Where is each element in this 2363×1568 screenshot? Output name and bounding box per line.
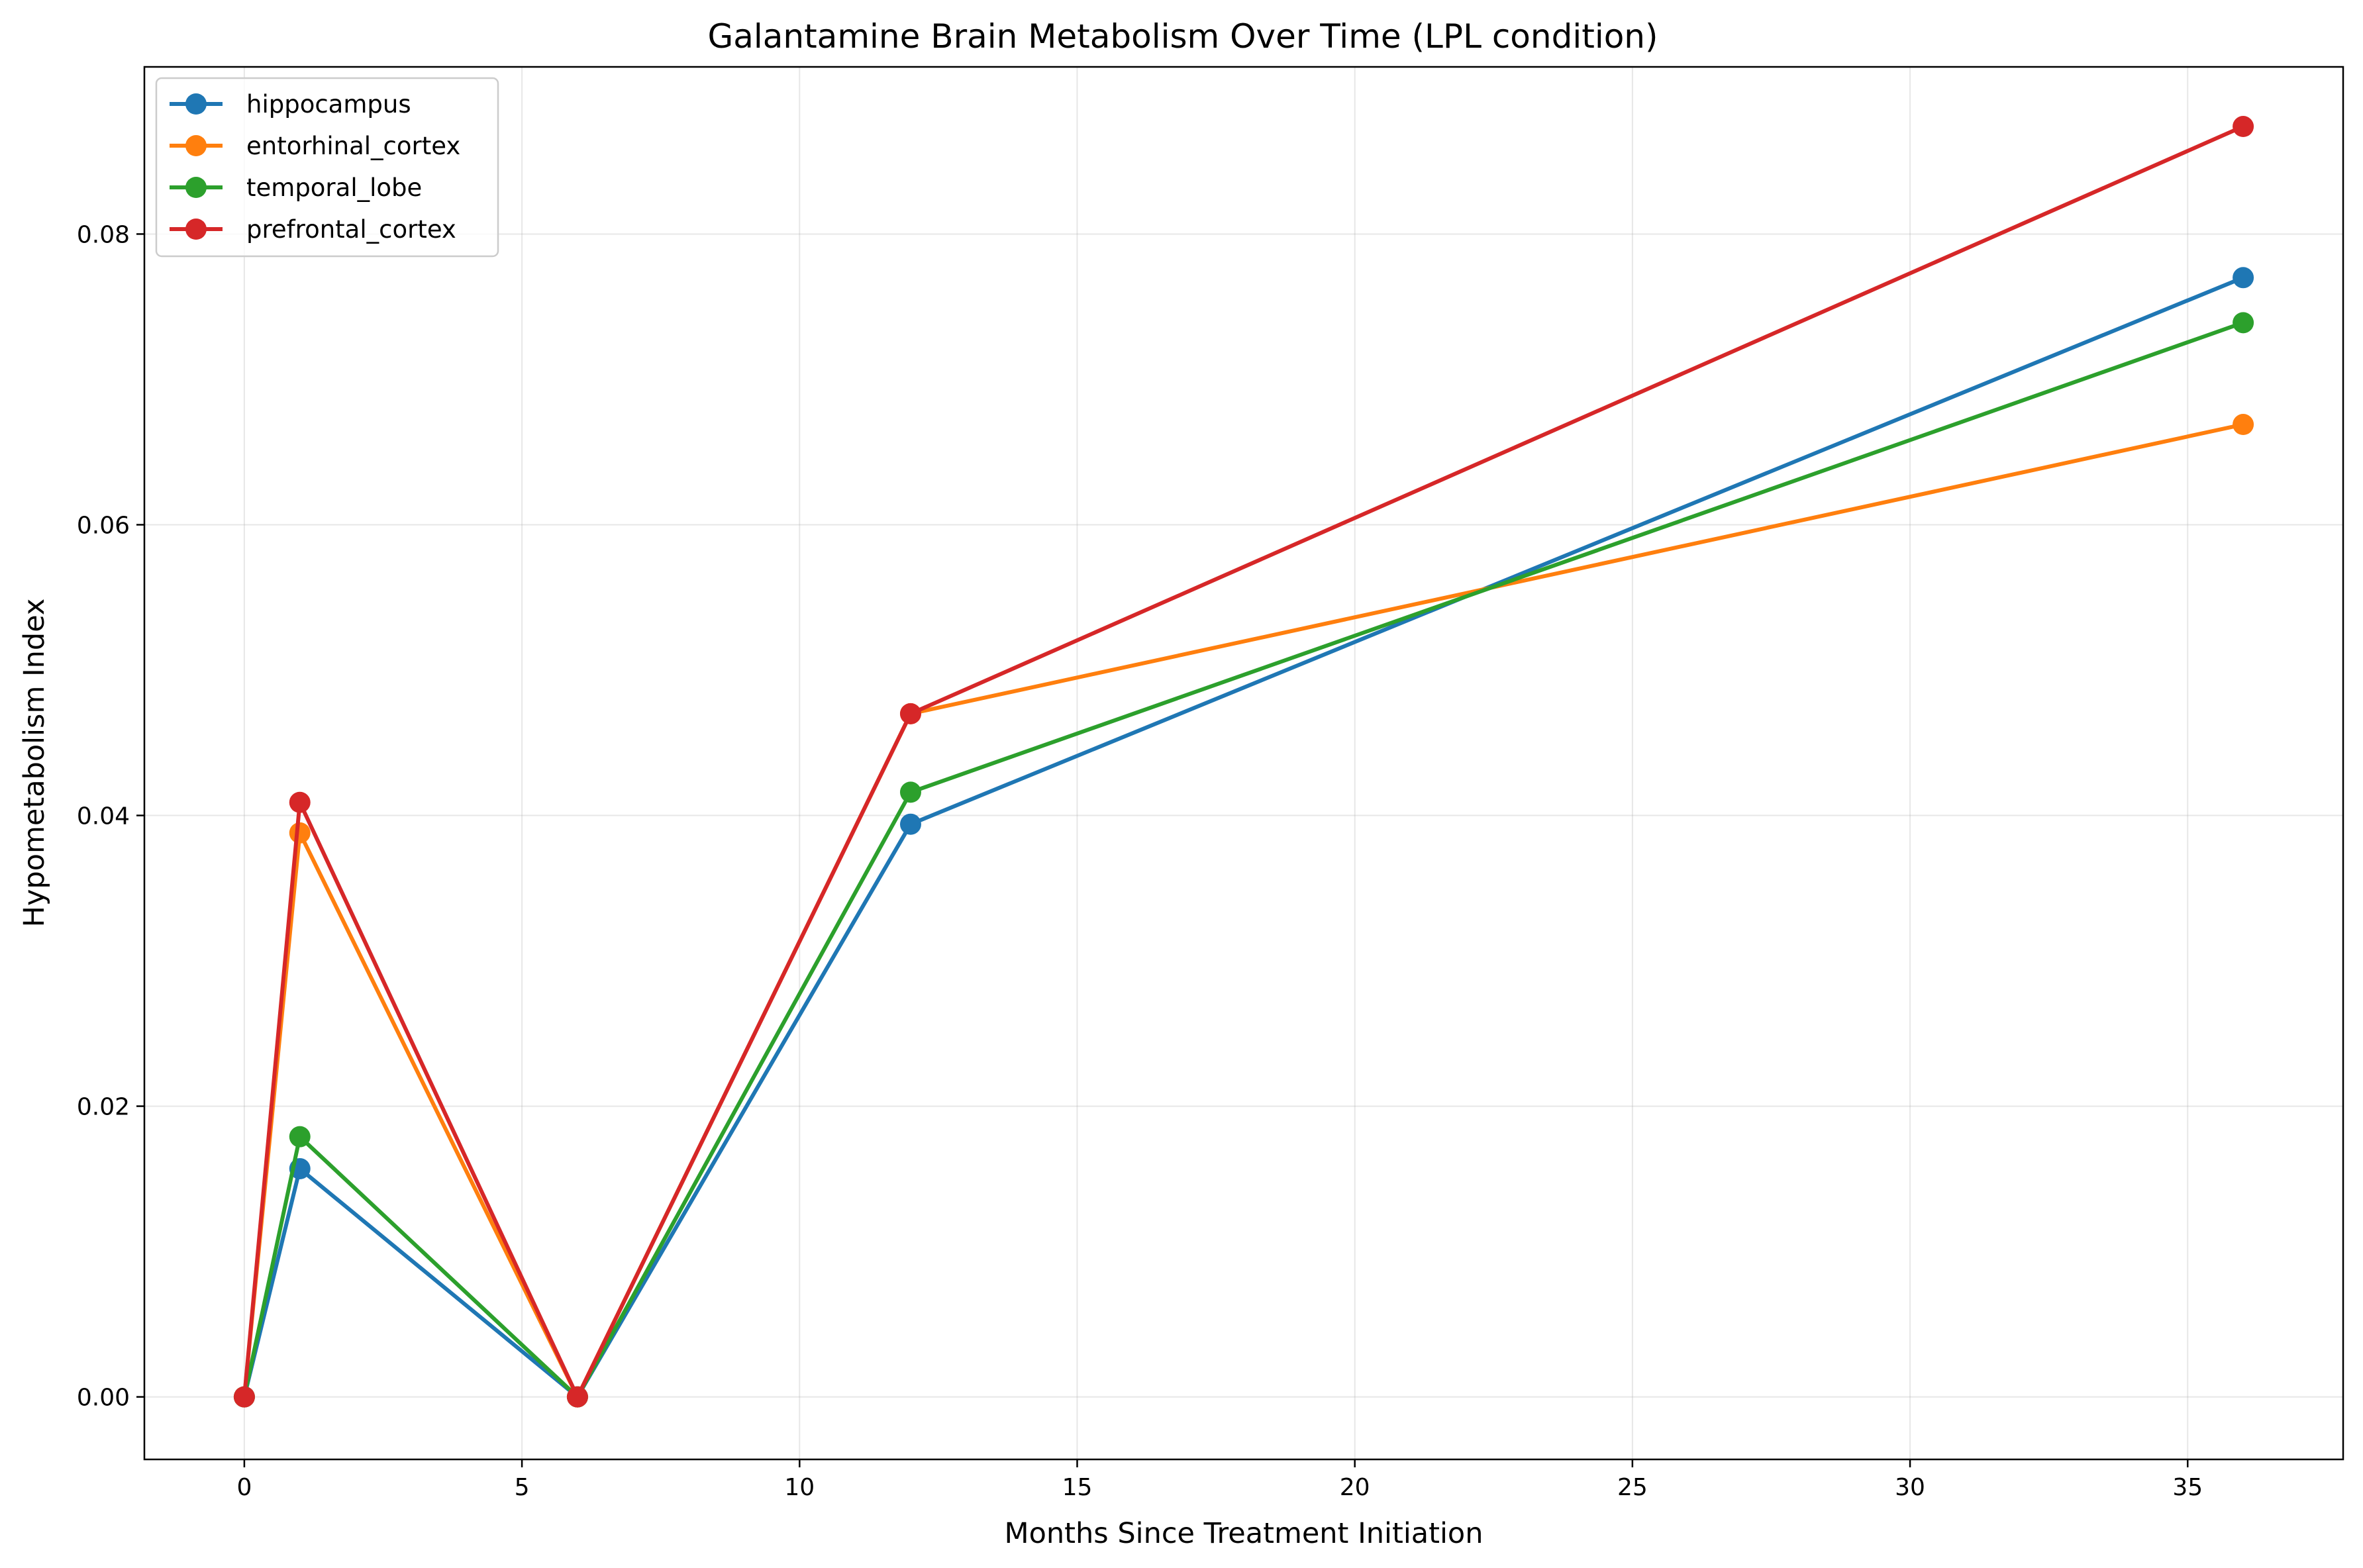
- data-point-hippocampus: [899, 813, 921, 835]
- x-tick-label: 15: [1062, 1474, 1093, 1501]
- chart-title: Galantamine Brain Metabolism Over Time (…: [707, 17, 1658, 56]
- legend-marker-entorhinal-cortex: [185, 135, 207, 156]
- data-point-hippocampus: [2233, 267, 2254, 289]
- data-point-prefrontal-cortex: [233, 1386, 255, 1408]
- y-axis: 0.00 0.02 0.04 0.06 0.08: [77, 221, 144, 1412]
- data-point-temporal-lobe: [2233, 312, 2254, 334]
- data-point-temporal-lobe: [899, 781, 921, 803]
- y-tick-label: 0.00: [77, 1385, 130, 1412]
- legend-marker-prefrontal-cortex: [185, 219, 207, 240]
- legend-label: hippocampus: [246, 90, 411, 119]
- legend-label: prefrontal_cortex: [246, 215, 456, 244]
- data-point-prefrontal-cortex: [2233, 116, 2254, 138]
- x-axis-label: Months Since Treatment Initiation: [1005, 1517, 1483, 1550]
- data-point-entorhinal-cortex: [2233, 414, 2254, 436]
- legend-label: temporal_lobe: [246, 173, 422, 202]
- data-point-prefrontal-cortex: [566, 1386, 588, 1408]
- legend: hippocampus entorhinal_cortex temporal_lob…: [155, 77, 499, 258]
- legend-marker-hippocampus: [185, 93, 207, 115]
- x-tick-label: 20: [1340, 1474, 1370, 1501]
- legend-label: entorhinal_cortex: [246, 132, 460, 160]
- x-axis: 0 5 10 15 20 25 30 35: [236, 1459, 2203, 1501]
- legend-marker-temporal-lobe: [185, 177, 207, 198]
- y-tick-label: 0.02: [77, 1094, 130, 1121]
- x-tick-label: 0: [236, 1474, 252, 1501]
- y-axis-label: Hypometabolism Index: [18, 599, 51, 928]
- y-tick-label: 0.08: [77, 221, 130, 248]
- plot-frame: [143, 66, 2344, 1461]
- x-tick-label: 10: [784, 1474, 815, 1501]
- x-tick-label: 5: [515, 1474, 530, 1501]
- x-tick-label: 35: [2172, 1474, 2203, 1501]
- y-tick-label: 0.04: [77, 803, 130, 830]
- y-tick-label: 0.06: [77, 512, 130, 539]
- data-point-temporal-lobe: [289, 1126, 311, 1148]
- data-point-prefrontal-cortex: [899, 703, 921, 724]
- x-tick-label: 25: [1617, 1474, 1648, 1501]
- data-point-prefrontal-cortex: [289, 791, 311, 813]
- x-tick-label: 30: [1895, 1474, 1925, 1501]
- series-layer: [233, 116, 2254, 1408]
- data-point-entorhinal-cortex: [289, 822, 311, 844]
- legend-frame: [155, 77, 499, 258]
